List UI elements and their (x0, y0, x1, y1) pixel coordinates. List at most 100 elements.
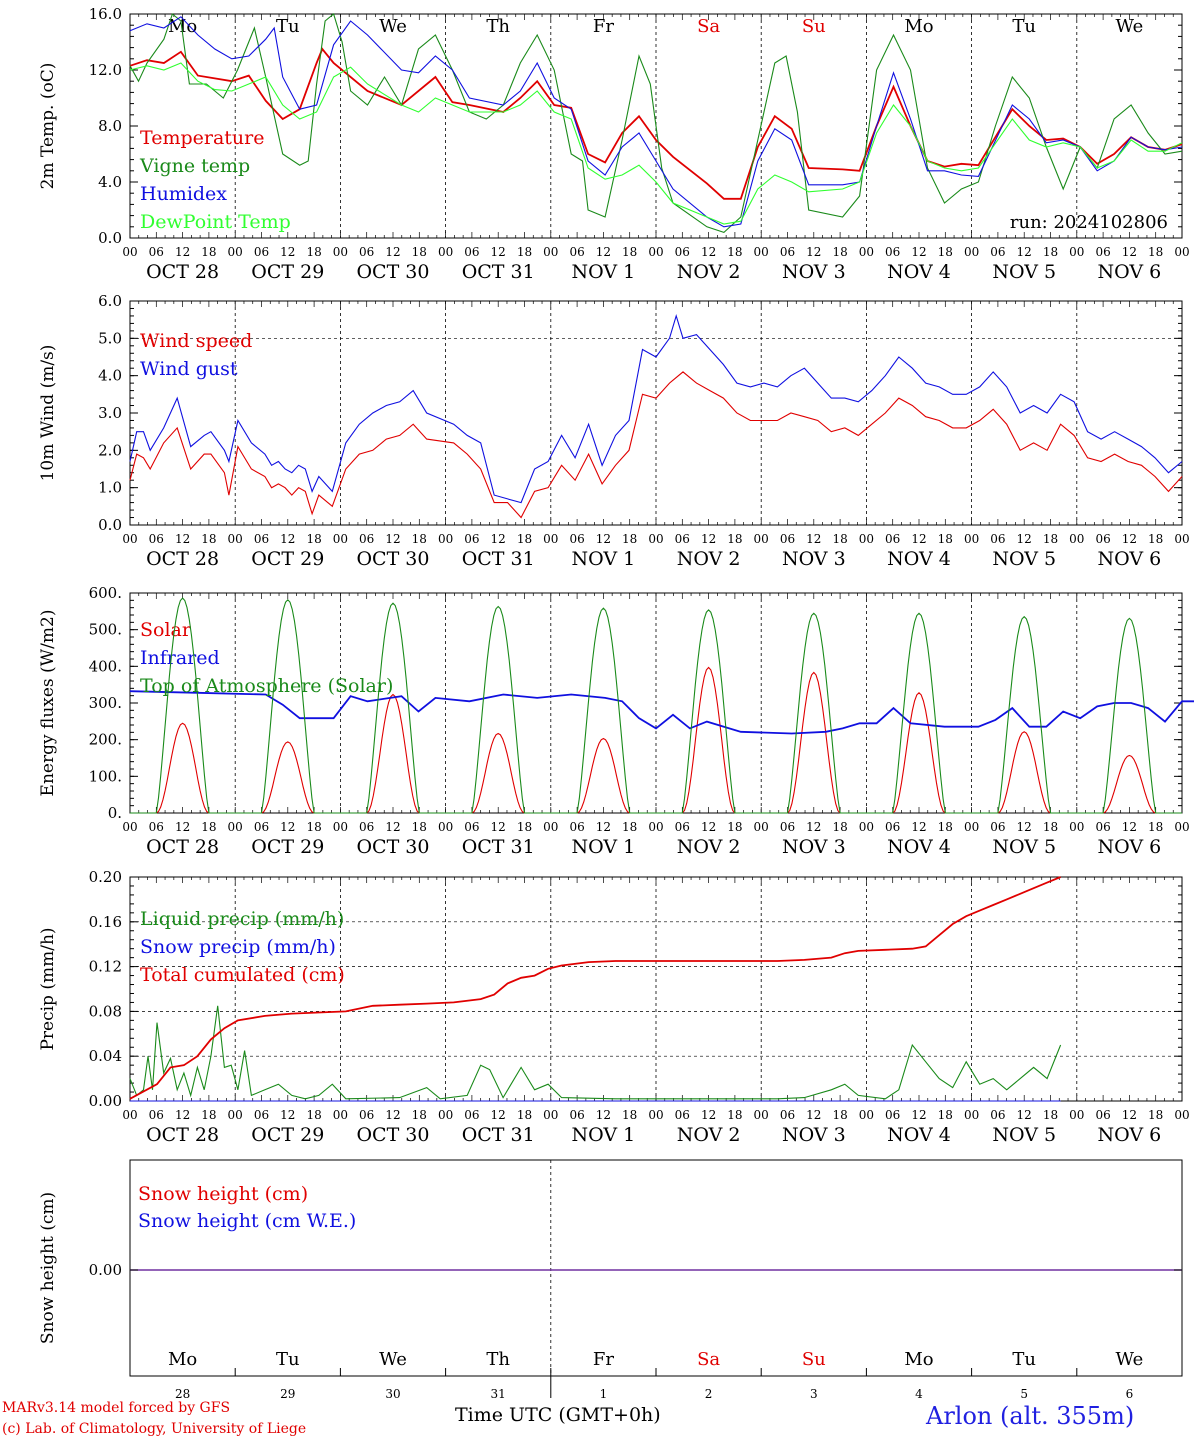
hour-label: 00 (964, 532, 979, 546)
hour-label: 06 (1095, 245, 1110, 259)
hour-label: 06 (359, 532, 374, 546)
hour-label: 00 (543, 820, 558, 834)
day-abbr: Tu (276, 1349, 300, 1370)
hour-label: 12 (596, 245, 611, 259)
hour-label: 06 (464, 1108, 479, 1122)
hour-label: 00 (122, 1108, 137, 1122)
hour-label: 12 (806, 820, 821, 834)
hour-label: 12 (385, 245, 400, 259)
hour-label: 18 (832, 820, 847, 834)
hour-label: 12 (1122, 820, 1137, 834)
hour-label: 06 (464, 245, 479, 259)
y-tick-label: 6.0 (98, 292, 122, 310)
hour-label: 06 (990, 820, 1005, 834)
hour-label: 12 (806, 245, 821, 259)
hour-label: 18 (517, 820, 532, 834)
y-tick-label: 5.0 (98, 329, 122, 347)
hour-label: 06 (675, 1108, 690, 1122)
hour-label: 06 (464, 820, 479, 834)
panel-3: 0. 100. 200. 300. 400. 500. 600. 00 06 12 18 OCT 28… (38, 584, 1194, 858)
hour-label: 12 (1122, 532, 1137, 546)
hour-label: 06 (254, 1108, 269, 1122)
y-tick-label: 0.0 (98, 229, 122, 247)
hour-label: 12 (280, 532, 295, 546)
series-line-liquid-precip-mm-h- (129, 1005, 1062, 1100)
series-line-temperature (129, 47, 1183, 200)
hour-label: 06 (254, 532, 269, 546)
date-label: NOV 6 (1098, 548, 1162, 570)
hour-label: 18 (832, 1108, 847, 1122)
hour-label: 00 (438, 245, 453, 259)
hour-label: 00 (754, 820, 769, 834)
hour-label: 06 (990, 1108, 1005, 1122)
hour-label: 00 (754, 532, 769, 546)
panel-5: 0.00 Snow height (cm) Snow height (cm) Snow… (38, 1159, 1183, 1429)
hour-label: 06 (359, 245, 374, 259)
y-tick-label: 0.12 (89, 958, 122, 976)
date-label: NOV 4 (887, 836, 951, 858)
date-label: NOV 2 (677, 548, 741, 570)
hour-label: 12 (911, 245, 926, 259)
hour-label: 18 (1148, 245, 1163, 259)
date-label: OCT 28 (146, 261, 219, 283)
legend-entry: Top of Atmosphere (Solar) (140, 675, 393, 697)
hour-label: 12 (596, 1108, 611, 1122)
station-label: Arlon (alt. 355m) (926, 1402, 1135, 1430)
hour-label: 12 (1017, 532, 1032, 546)
hour-label: 06 (569, 1108, 584, 1122)
legend-entry: Wind gust (140, 358, 238, 380)
day-abbr: Th (486, 1349, 510, 1370)
hour-label: 00 (859, 820, 874, 834)
hour-label: 06 (780, 1108, 795, 1122)
hour-label: 18 (938, 1108, 953, 1122)
day-abbr: Tu (276, 16, 300, 37)
hour-label: 12 (280, 820, 295, 834)
hour-label: 12 (491, 532, 506, 546)
hour-label: 00 (648, 820, 663, 834)
hour-label: 06 (254, 245, 269, 259)
hour-label: 00 (1174, 245, 1189, 259)
date-label: NOV 1 (572, 1124, 636, 1146)
hour-label: 12 (280, 1108, 295, 1122)
date-label: OCT 30 (356, 1124, 429, 1146)
y-axis-label: Energy fluxes (W/m2) (38, 610, 58, 797)
y-tick-label: 0.00 (89, 1261, 122, 1279)
hour-label: 18 (1043, 245, 1058, 259)
day-number: 28 (175, 1387, 190, 1400)
hour-label: 06 (675, 532, 690, 546)
hour-label: 18 (306, 1108, 321, 1122)
hour-label: 18 (517, 1108, 532, 1122)
hour-label: 00 (754, 1108, 769, 1122)
hour-label: 18 (1148, 532, 1163, 546)
panel-2: 0.0 1.0 2.0 3.0 4.0 5.0 6.0 00 06 12 18 OCT 28 00 06 1… (38, 292, 1190, 570)
date-label: OCT 30 (356, 548, 429, 570)
hour-label: 18 (832, 532, 847, 546)
date-label: NOV 1 (572, 836, 636, 858)
legend-entry: DewPoint Temp (140, 211, 291, 233)
hour-label: 06 (675, 245, 690, 259)
lab-credit: (c) Lab. of Climatology, University of L… (2, 1421, 307, 1437)
hour-label: 06 (359, 1108, 374, 1122)
hour-label: 06 (1095, 532, 1110, 546)
hour-label: 00 (122, 532, 137, 546)
date-label: NOV 3 (782, 836, 846, 858)
day-abbr: Fr (593, 1349, 614, 1370)
hour-label: 00 (438, 532, 453, 546)
hour-label: 12 (175, 820, 190, 834)
hour-label: 12 (911, 820, 926, 834)
hour-label: 12 (1017, 245, 1032, 259)
legend-entry: Total cumulated (cm) (140, 964, 345, 986)
hour-label: 18 (727, 820, 742, 834)
day-number: 2 (705, 1387, 713, 1400)
series-line-dewpoint-temp (129, 62, 1183, 225)
hour-label: 00 (228, 245, 243, 259)
day-abbr: Tu (1012, 16, 1036, 37)
series-line-wind-gust (129, 313, 1183, 504)
date-label: OCT 30 (356, 836, 429, 858)
hour-label: 12 (701, 1108, 716, 1122)
legend-entry: Humidex (140, 183, 227, 205)
legend-entry: Snow precip (mm/h) (140, 936, 336, 958)
hour-label: 18 (517, 532, 532, 546)
footer-credits: MARv3.14 model forced by GFS (c) Lab. of… (2, 1398, 306, 1440)
hour-label: 18 (832, 245, 847, 259)
